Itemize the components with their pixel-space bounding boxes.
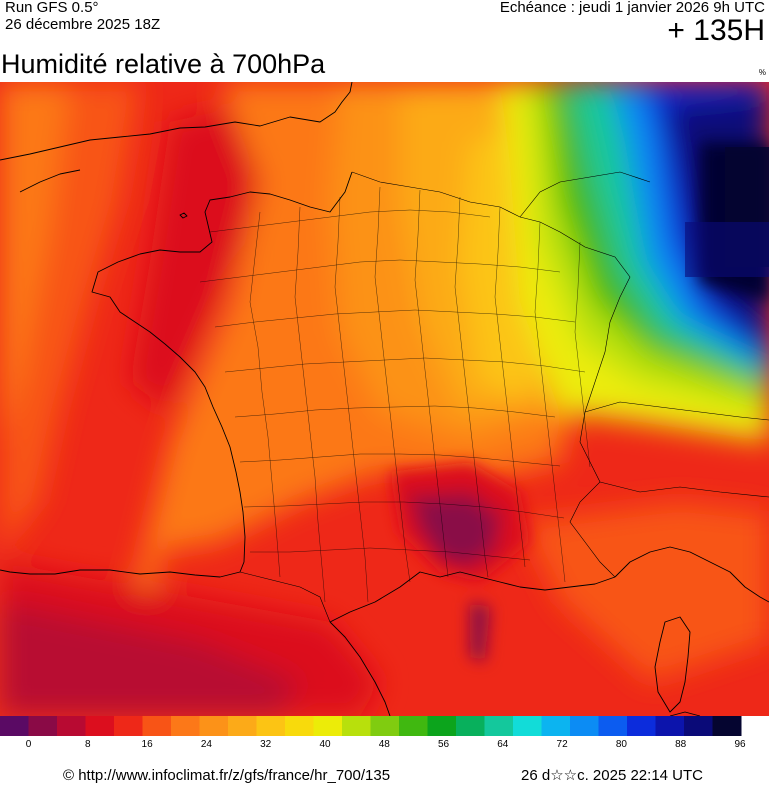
source-url[interactable]: © http://www.infoclimat.fr/z/gfs/france/… xyxy=(63,767,391,784)
scale-swatch xyxy=(712,716,742,736)
scale-swatch xyxy=(171,716,200,736)
lead-time: + 135H xyxy=(667,14,765,47)
scale-tick-label: 72 xyxy=(556,739,568,750)
scale-swatch xyxy=(627,716,656,736)
scale-swatch xyxy=(0,716,29,736)
scale-swatch xyxy=(484,716,514,736)
run-label: Run GFS 0.5° xyxy=(5,0,99,16)
scale-tick-label: 88 xyxy=(675,739,687,750)
scale-swatch xyxy=(142,716,172,736)
scale-tick-label: 32 xyxy=(260,739,272,750)
scale-swatch xyxy=(199,716,229,736)
scale-tick-label: 80 xyxy=(615,739,627,750)
scale-swatch xyxy=(114,716,143,736)
map-title: Humidité relative à 700hPa xyxy=(1,49,326,79)
coastlines xyxy=(0,82,769,716)
scale-swatch xyxy=(256,716,286,736)
scale-swatch xyxy=(570,716,599,736)
unit-label: % xyxy=(758,68,766,77)
humidity-map xyxy=(0,82,769,716)
run-date: 26 décembre 2025 18Z xyxy=(5,16,161,33)
scale-swatch xyxy=(456,716,485,736)
scale-tick-label: 24 xyxy=(200,739,212,750)
color-scale-ticks: 0 8 16 24 32 40 48 56 64 72 80 88 96 xyxy=(0,739,769,753)
scale-swatch xyxy=(399,716,428,736)
scale-swatch xyxy=(427,716,457,736)
scale-tick-label: 96 xyxy=(734,739,746,750)
scale-swatch xyxy=(285,716,314,736)
scale-swatch xyxy=(28,716,58,736)
scale-tick-label: 8 xyxy=(85,739,91,750)
scale-tick-label: 0 xyxy=(25,739,32,750)
generation-timestamp: 26 d☆☆c. 2025 22:14 UTC xyxy=(521,767,703,784)
color-scale xyxy=(0,716,769,736)
color-scale-bar xyxy=(0,716,742,736)
scale-tick-label: 48 xyxy=(378,739,390,750)
scale-swatch xyxy=(57,716,86,736)
scale-swatch xyxy=(684,716,713,736)
scale-swatch xyxy=(598,716,628,736)
scale-swatch xyxy=(541,716,571,736)
scale-swatch xyxy=(370,716,400,736)
borders xyxy=(239,171,769,623)
scale-swatch xyxy=(513,716,542,736)
map-canvas xyxy=(0,82,769,716)
scale-swatch xyxy=(313,716,343,736)
scale-swatch xyxy=(228,716,257,736)
scale-swatch xyxy=(85,716,115,736)
scale-swatch xyxy=(655,716,685,736)
scale-tick-label: 40 xyxy=(319,739,331,750)
scale-tick-label: 64 xyxy=(497,739,509,750)
department-boundaries xyxy=(199,186,591,603)
scale-swatch xyxy=(342,716,371,736)
scale-tick-label: 56 xyxy=(437,739,450,750)
scale-tick-label: 16 xyxy=(141,739,153,750)
dark-block-2 xyxy=(685,222,769,277)
valid-time: Echéance : jeudi 1 janvier 2026 9h UTC xyxy=(499,0,765,16)
